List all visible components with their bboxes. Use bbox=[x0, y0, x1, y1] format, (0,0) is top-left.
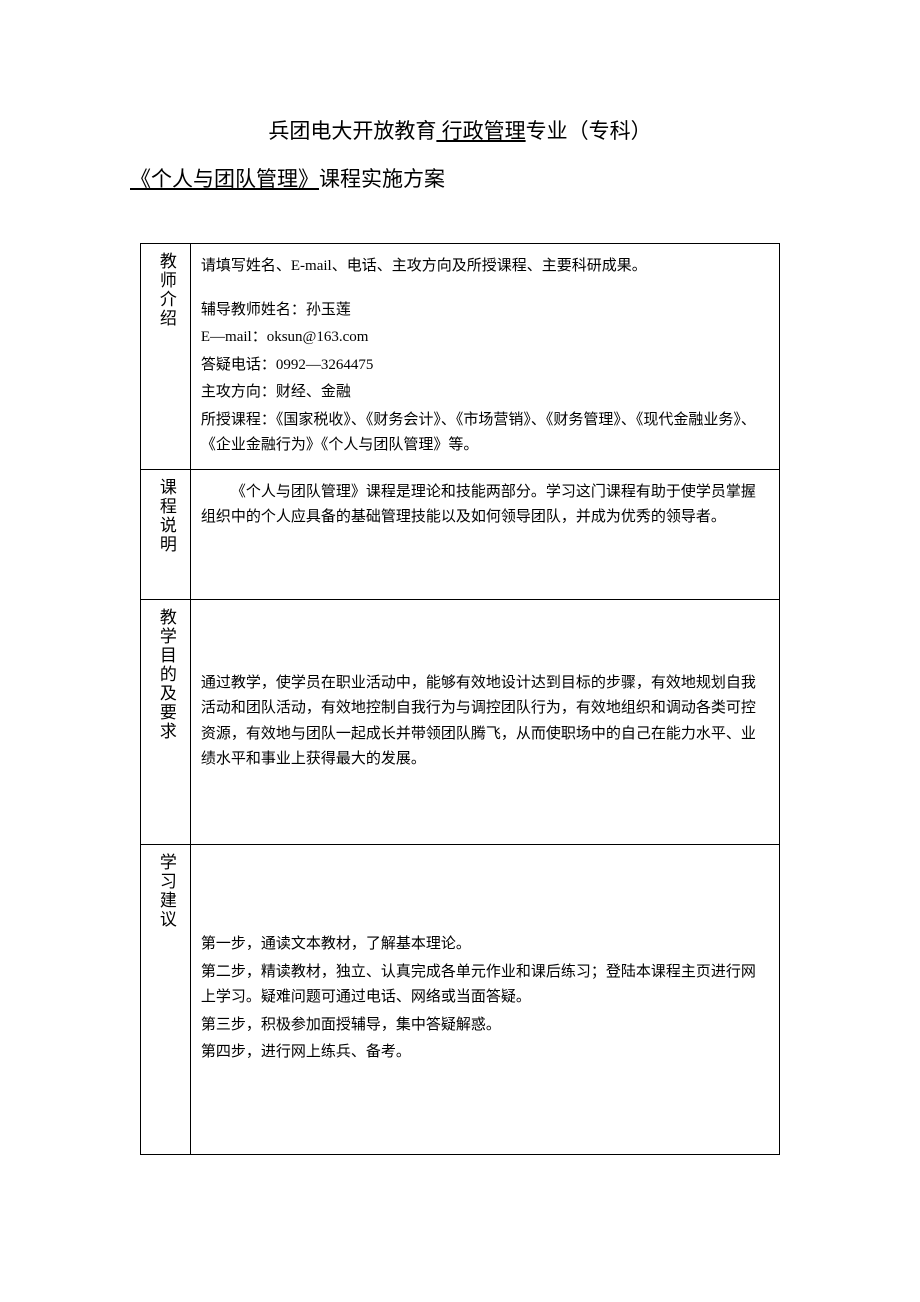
objectives-row: 教学目的及要求 通过教学，使学员在职业活动中，能够有效地设计达到目标的步骤，有效… bbox=[141, 599, 780, 844]
suggestions-label: 学习建议 bbox=[151, 853, 180, 929]
title-prefix: 兵团电大开放教育 bbox=[268, 119, 436, 143]
suggestions-label-cell: 学习建议 bbox=[141, 844, 191, 1154]
title-course: 《个人与团队管理》 bbox=[130, 167, 319, 191]
title-suffix1: 专业（专科） bbox=[526, 119, 652, 143]
objectives-text: 通过教学，使学员在职业活动中，能够有效地设计达到目标的步骤，有效地规划自我活动和… bbox=[201, 671, 769, 773]
course-description-label: 课程说明 bbox=[151, 478, 180, 554]
objectives-label-cell: 教学目的及要求 bbox=[141, 599, 191, 844]
title-line-1: 兵团电大开放教育 行政管理专业（专科） bbox=[120, 115, 800, 145]
teacher-instruction: 请填写姓名、E-mail、电话、主攻方向及所授课程、主要科研成果。 bbox=[201, 254, 769, 280]
course-description-content: 《个人与团队管理》课程是理论和技能两部分。学习这门课程有助于使学员掌握组织中的个… bbox=[190, 469, 779, 599]
suggestions-content: 第一步，通读文本教材，了解基本理论。 第二步，精读教材，独立、认真完成各单元作业… bbox=[190, 844, 779, 1154]
course-description-row: 课程说明 《个人与团队管理》课程是理论和技能两部分。学习这门课程有助于使学员掌握… bbox=[141, 469, 780, 599]
document-title: 兵团电大开放教育 行政管理专业（专科） 《个人与团队管理》课程实施方案 bbox=[120, 115, 800, 193]
teacher-direction: 主攻方向：财经、金融 bbox=[201, 380, 769, 406]
teacher-intro-label: 教师介绍 bbox=[151, 252, 180, 328]
title-line-2: 《个人与团队管理》课程实施方案 bbox=[130, 163, 800, 193]
suggestion-step1: 第一步，通读文本教材，了解基本理论。 bbox=[201, 932, 769, 958]
course-info-table: 教师介绍 请填写姓名、E-mail、电话、主攻方向及所授课程、主要科研成果。 辅… bbox=[140, 243, 780, 1155]
spacer bbox=[201, 282, 769, 296]
course-description-label-cell: 课程说明 bbox=[141, 469, 191, 599]
teacher-intro-row: 教师介绍 请填写姓名、E-mail、电话、主攻方向及所授课程、主要科研成果。 辅… bbox=[141, 244, 780, 470]
teacher-phone: 答疑电话：0992—3264475 bbox=[201, 353, 769, 379]
suggestion-step3: 第三步，积极参加面授辅导，集中答疑解惑。 bbox=[201, 1013, 769, 1039]
objectives-content: 通过教学，使学员在职业活动中，能够有效地设计达到目标的步骤，有效地规划自我活动和… bbox=[190, 599, 779, 844]
teacher-intro-label-cell: 教师介绍 bbox=[141, 244, 191, 470]
suggestion-step4: 第四步，进行网上练兵、备考。 bbox=[201, 1040, 769, 1066]
teacher-email: E—mail：oksun@163.com bbox=[201, 325, 769, 351]
teacher-name: 辅导教师姓名：孙玉莲 bbox=[201, 298, 769, 324]
teacher-courses: 所授课程：《国家税收》、《财务会计》、《市场营销》、《财务管理》、《现代金融业务… bbox=[201, 408, 769, 459]
suggestions-row: 学习建议 第一步，通读文本教材，了解基本理论。 第二步，精读教材，独立、认真完成… bbox=[141, 844, 780, 1154]
title-major: 行政管理 bbox=[436, 119, 525, 143]
course-description-text: 《个人与团队管理》课程是理论和技能两部分。学习这门课程有助于使学员掌握组织中的个… bbox=[201, 480, 769, 531]
title-suffix2: 课程实施方案 bbox=[319, 167, 445, 191]
teacher-intro-content: 请填写姓名、E-mail、电话、主攻方向及所授课程、主要科研成果。 辅导教师姓名… bbox=[190, 244, 779, 470]
suggestion-step2: 第二步，精读教材，独立、认真完成各单元作业和课后练习；登陆本课程主页进行网上学习… bbox=[201, 960, 769, 1011]
objectives-label: 教学目的及要求 bbox=[151, 608, 180, 741]
